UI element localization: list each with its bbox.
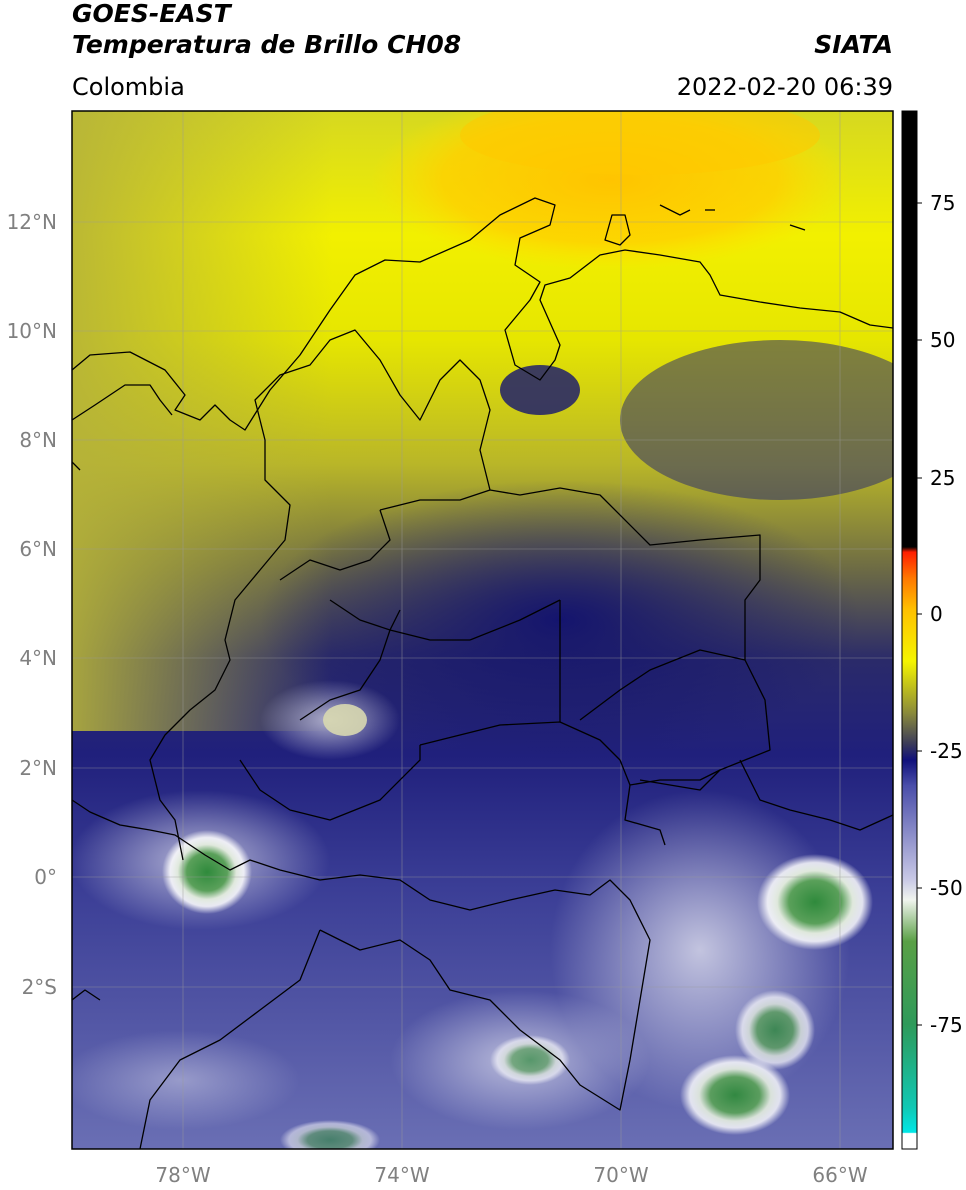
lon-tick-66w: 66°W [812, 1163, 867, 1187]
lat-tick-0: 0° [34, 865, 57, 889]
latitude-labels: 12°N 10°N 8°N 6°N 4°N 2°N 0° 2°S [7, 210, 57, 999]
lat-tick-12n: 12°N [7, 210, 57, 234]
timestamp-label: 2022-02-20 06:39 [676, 73, 893, 101]
lat-tick-4n: 4°N [19, 646, 57, 670]
map-frame [71, 110, 894, 1150]
map-raster [72, 111, 893, 1149]
lat-tick-8n: 8°N [19, 428, 57, 452]
lat-tick-10n: 10°N [7, 319, 57, 343]
colorbar-tick-50: 50 [930, 328, 955, 352]
satellite-title: GOES-EAST [72, 0, 231, 28]
colorbar-gradient [901, 110, 918, 1150]
agency-label: SIATA [814, 30, 893, 59]
borders [72, 197, 893, 1149]
colorbar: 75 50 25 0 -25 -50 -75 [901, 110, 963, 1150]
lat-tick-6n: 6°N [19, 537, 57, 561]
lon-tick-74w: 74°W [374, 1163, 429, 1187]
colorbar-tick-75: 75 [930, 191, 955, 215]
colorbar-tick-neg50: -50 [930, 876, 963, 900]
colorbar-tick-25: 25 [930, 466, 955, 490]
lat-tick-2n: 2°N [19, 756, 57, 780]
lat-tick-2s: 2°S [22, 975, 57, 999]
graticule [72, 111, 893, 1149]
colorbar-tick-0: 0 [930, 602, 943, 626]
colorbar-tick-neg25: -25 [930, 739, 963, 763]
region-label: Colombia [72, 73, 185, 101]
colorbar-tick-neg75: -75 [930, 1013, 963, 1037]
longitude-labels: 78°W 74°W 70°W 66°W [155, 1163, 867, 1187]
product-title: Temperatura de Brillo CH08 [72, 30, 462, 59]
lon-tick-70w: 70°W [593, 1163, 648, 1187]
lon-tick-78w: 78°W [155, 1163, 210, 1187]
